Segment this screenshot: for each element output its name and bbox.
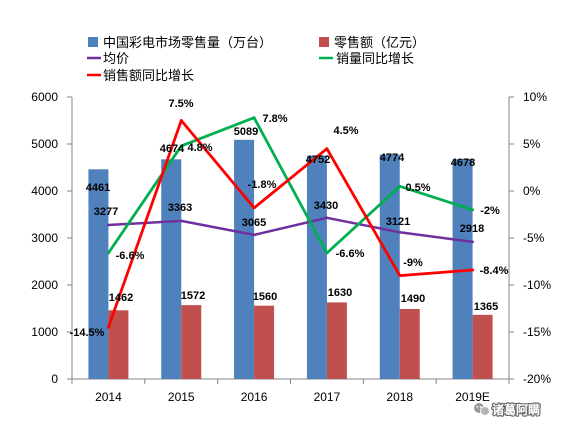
- label-volume-growth: 7.8%: [262, 113, 287, 125]
- label-sales-growth: -14.5%: [70, 327, 105, 339]
- label-retail-sales: 1462: [109, 292, 133, 304]
- label-avg-price: 2918: [460, 223, 484, 235]
- label-retail-volume: 4774: [380, 152, 405, 164]
- legend-label-volume-growth: 销量同比增长: [336, 51, 414, 66]
- point-volume-growth: [107, 251, 110, 255]
- label-avg-price: 3121: [386, 216, 410, 228]
- bar-retail-sales: [472, 314, 493, 379]
- point-sales-growth: [252, 206, 256, 210]
- left-y-axis-tick-label: 4000: [31, 184, 58, 198]
- line-avg-price: [107, 216, 474, 244]
- bar-retail-volume: [234, 139, 255, 379]
- line-sales-growth: [107, 119, 475, 329]
- legend-label-retail-sales: 零售额（亿元）: [334, 35, 425, 50]
- label-retail-sales: 1365: [474, 301, 498, 313]
- label-volume-growth: -2%: [480, 205, 500, 217]
- label-retail-sales: 1560: [253, 291, 277, 303]
- label-retail-volume: 4752: [306, 154, 330, 166]
- label-retail-volume: 4678: [451, 157, 475, 169]
- point-sales-growth: [398, 274, 402, 277]
- right-y-axis-tick-label: -20%: [523, 372, 551, 386]
- point-sales-growth: [471, 268, 474, 272]
- legend-label-retail-volume: 中国彩电市场零售量（万台）: [103, 35, 272, 50]
- point-volume-growth: [398, 184, 402, 188]
- label-volume-growth: -6.6%: [336, 248, 365, 260]
- right-y-axis-tick-label: -10%: [523, 278, 551, 292]
- bar-retail-sales: [399, 308, 420, 379]
- line-volume-growth: [107, 116, 475, 255]
- bar-retail-sales: [326, 302, 347, 379]
- left-y-axis-tick-label: 5000: [31, 137, 58, 151]
- bar-retail-volume: [306, 155, 327, 379]
- label-sales-growth: 4.5%: [333, 125, 358, 137]
- bar-retail-volume: [88, 169, 109, 379]
- legend-swatch-retail-volume: [88, 37, 98, 47]
- point-avg-price: [325, 216, 329, 220]
- label-sales-growth: -1.8%: [248, 179, 277, 191]
- legend-label-sales-growth: 销售额同比增长: [103, 68, 194, 83]
- left-y-axis-tick-label: 6000: [31, 90, 58, 104]
- point-sales-growth: [179, 119, 183, 122]
- point-avg-price: [398, 231, 401, 234]
- x-axis-tick-label: 2018: [386, 390, 413, 404]
- bar-retail-sales: [254, 305, 275, 379]
- right-y-axis-tick-label: 0%: [523, 184, 541, 198]
- label-sales-growth: -8.4%: [480, 265, 509, 277]
- point-volume-growth: [179, 144, 183, 148]
- label-retail-volume: 5089: [234, 126, 258, 138]
- axes: 0 1000 2000 3000 4000 5000 6000 -20% -15% -10% -5%…: [31, 90, 551, 404]
- x-axis-tick-label: 2014: [95, 390, 122, 404]
- label-avg-price: 3430: [314, 200, 338, 212]
- lines: [107, 116, 475, 329]
- point-volume-growth: [325, 251, 329, 255]
- label-avg-price: 3363: [168, 202, 192, 214]
- label-retail-sales: 1572: [181, 290, 205, 302]
- label-retail-volume: 4674: [160, 143, 185, 155]
- label-volume-growth: 4.8%: [187, 142, 212, 154]
- point-avg-price: [471, 240, 474, 244]
- right-y-axis-tick-label: 10%: [523, 90, 547, 104]
- label-sales-growth: -9%: [403, 257, 423, 269]
- bars: [88, 139, 493, 379]
- bar-retail-sales: [108, 310, 129, 379]
- point-avg-price: [252, 233, 256, 237]
- bar-retail-sales: [181, 305, 202, 379]
- label-avg-price: 3065: [242, 217, 266, 229]
- bar-retail-volume: [452, 159, 473, 379]
- bar-retail-volume: [161, 159, 182, 379]
- point-volume-growth: [471, 208, 474, 212]
- left-y-axis-tick-label: 1000: [31, 325, 58, 339]
- legend-label-avg-price: 均价: [103, 51, 129, 66]
- point-volume-growth: [252, 116, 256, 120]
- label-volume-growth: 0.5%: [405, 182, 430, 194]
- x-axis-tick-label: 2019E: [455, 390, 490, 404]
- data-labels: 4461 4674 5089 4752 4774 4678 1462 1572 1560 1630…: [70, 98, 509, 339]
- label-retail-sales: 1630: [328, 287, 352, 299]
- right-y-axis-tick-label: -5%: [523, 231, 545, 245]
- watermark-text: 诸葛阿瞒: [492, 402, 540, 417]
- legend: 中国彩电市场零售量（万台） 零售额（亿元） 均价 销量同比增长 销售额同比增长: [87, 35, 425, 83]
- wechat-icon: [473, 402, 490, 416]
- left-y-axis-tick-label: 0: [51, 372, 58, 386]
- x-axis-tick-label: 2016: [241, 390, 268, 404]
- watermark: 诸葛阿瞒: [473, 401, 541, 418]
- right-y-axis-tick-label: -15%: [523, 325, 551, 339]
- x-axis-tick-label: 2017: [314, 390, 341, 404]
- label-retail-volume: 4461: [86, 182, 110, 194]
- left-y-axis-tick-label: 3000: [31, 231, 58, 245]
- label-retail-sales: 1490: [401, 293, 425, 305]
- point-sales-growth: [107, 325, 110, 329]
- point-avg-price: [180, 219, 183, 223]
- right-y-axis-tick-label: 5%: [523, 137, 541, 151]
- left-y-axis-tick-label: 2000: [31, 278, 58, 292]
- label-sales-growth: 7.5%: [168, 98, 193, 110]
- bar-retail-volume: [379, 154, 400, 379]
- legend-swatch-retail-sales: [319, 37, 329, 47]
- point-avg-price: [107, 223, 110, 227]
- label-volume-growth: -6.6%: [116, 250, 145, 262]
- point-sales-growth: [325, 147, 329, 151]
- x-axis-tick-label: 2015: [168, 390, 195, 404]
- label-avg-price: 3277: [94, 206, 118, 218]
